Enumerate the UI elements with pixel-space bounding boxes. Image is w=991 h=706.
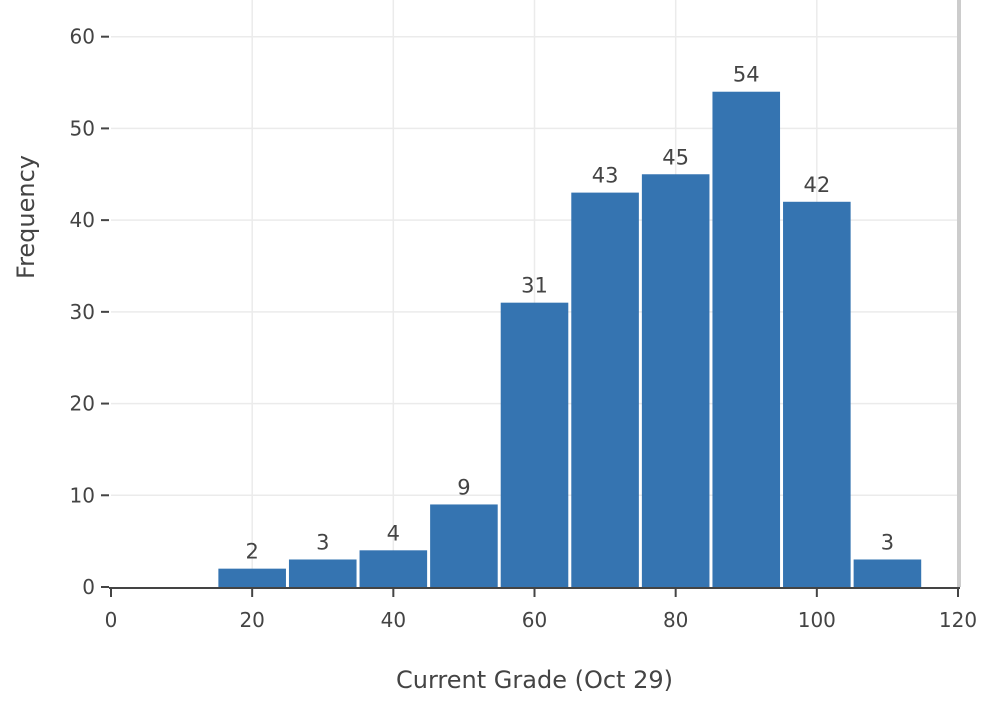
bar-value-label: 42 xyxy=(803,173,830,197)
x-tick-label: 0 xyxy=(105,608,118,632)
y-axis-ticks: 0 10 20 30 40 50 60 xyxy=(70,25,109,599)
histogram-bar xyxy=(430,504,498,587)
x-tick-label: 60 xyxy=(522,608,547,632)
x-tick-label: 40 xyxy=(381,608,406,632)
histogram-bar xyxy=(712,91,781,587)
y-tick-label: 20 xyxy=(70,392,95,416)
bar-value-label: 9 xyxy=(457,475,470,499)
histogram-bar xyxy=(288,559,357,587)
histogram-bar xyxy=(571,192,639,587)
histogram-bar xyxy=(218,568,286,587)
y-tick-label: 60 xyxy=(70,25,95,49)
bar-value-label: 43 xyxy=(592,164,619,188)
x-axis-title: Current Grade (Oct 29) xyxy=(396,666,673,694)
bars xyxy=(218,91,922,587)
histogram-bar xyxy=(359,550,428,587)
x-tick-label: 20 xyxy=(239,608,264,632)
x-tick-label: 120 xyxy=(939,608,977,632)
bar-value-label: 2 xyxy=(245,540,258,564)
bar-value-label: 31 xyxy=(521,274,548,298)
x-tick-label: 100 xyxy=(798,608,836,632)
bar-value-labels: 2 3 4 9 31 43 45 54 42 3 xyxy=(245,63,894,564)
bar-value-label: 45 xyxy=(662,145,689,169)
y-tick-label: 0 xyxy=(82,575,95,599)
y-tick-label: 10 xyxy=(70,483,95,507)
x-axis-ticks: 0 20 40 60 80 100 120 xyxy=(105,589,977,632)
histogram-bar xyxy=(641,174,710,587)
histogram-bar xyxy=(783,201,851,587)
bar-value-label: 3 xyxy=(881,530,894,554)
x-tick-label: 80 xyxy=(663,608,688,632)
histogram-bar xyxy=(853,559,922,587)
histogram-bar xyxy=(500,302,569,587)
y-axis-title: Frequency xyxy=(12,155,40,279)
y-tick-label: 40 xyxy=(70,208,95,232)
bar-value-label: 54 xyxy=(733,63,760,87)
bar-value-label: 3 xyxy=(316,530,329,554)
y-tick-label: 30 xyxy=(70,300,95,324)
bar-value-label: 4 xyxy=(387,521,400,545)
y-tick-label: 50 xyxy=(70,116,95,140)
